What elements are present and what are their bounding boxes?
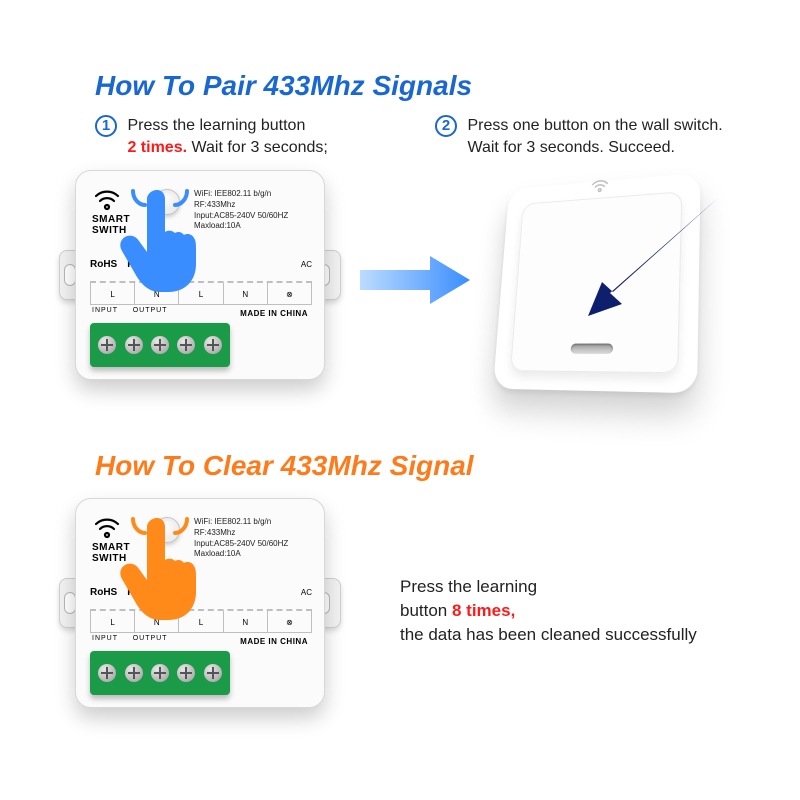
screw-3 bbox=[151, 664, 169, 682]
step-1-line1: Press the learning button bbox=[127, 117, 305, 134]
clear-line1: Press the learning bbox=[400, 577, 537, 596]
smart-switch-module-top: SMART SWITH WiFi: IEE802.11 b/g/n RF:433… bbox=[75, 170, 325, 380]
term-L-out: L bbox=[179, 611, 223, 632]
spec-load: Maxload:10A bbox=[194, 549, 288, 560]
io-input-label: INPUT OUTPUT bbox=[92, 307, 168, 314]
module-brand-l2: SWITH bbox=[92, 553, 127, 564]
term-N-in: N bbox=[135, 611, 179, 632]
module-brand-l1: SMART bbox=[92, 542, 130, 553]
learning-button[interactable] bbox=[154, 517, 180, 543]
term-lamp: ⊗ bbox=[268, 283, 311, 304]
fcc-icon: FC bbox=[127, 259, 140, 270]
screw-3 bbox=[151, 336, 169, 354]
module-brand: SMART SWITH bbox=[92, 543, 130, 564]
step-1-badge: 1 bbox=[95, 115, 117, 137]
rohs-icon: RoHS bbox=[90, 587, 117, 598]
ac-label: AC bbox=[301, 588, 312, 597]
step-1-rest: Wait for 3 seconds; bbox=[187, 139, 328, 156]
terminal-labels: L N L N ⊗ bbox=[90, 281, 312, 305]
io-input: INPUT bbox=[92, 635, 118, 642]
learning-button[interactable] bbox=[154, 189, 180, 215]
wall-switch bbox=[493, 173, 701, 394]
term-L-in: L bbox=[91, 611, 135, 632]
term-N-out: N bbox=[224, 611, 268, 632]
term-lamp: ⊗ bbox=[268, 611, 311, 632]
module-specs: WiFi: IEE802.11 b/g/n RF:433Mhz Input:AC… bbox=[194, 189, 288, 232]
screw-1 bbox=[98, 336, 116, 354]
arrow-icon bbox=[355, 250, 475, 310]
screw-5 bbox=[204, 336, 222, 354]
term-L-out: L bbox=[179, 283, 223, 304]
ce-icon: CE bbox=[151, 259, 165, 270]
module-certs: RoHS FC CE AC bbox=[90, 584, 312, 600]
module-brand-l1: SMART bbox=[92, 214, 130, 225]
clear-line2a: button bbox=[400, 601, 452, 620]
step-2-line1: Press one button on the wall switch. bbox=[467, 117, 722, 134]
ce-icon: CE bbox=[151, 587, 165, 598]
spec-wifi: WiFi: IEE802.11 b/g/n bbox=[194, 189, 288, 200]
wifi-icon bbox=[92, 187, 122, 211]
term-N-out: N bbox=[224, 283, 268, 304]
step-1-text: Press the learning button 2 times. Wait … bbox=[127, 115, 382, 158]
made-in-label: MADE IN CHINA bbox=[240, 309, 308, 318]
clear-instructions: Press the learning button 8 times, the d… bbox=[400, 575, 750, 646]
ac-label: AC bbox=[301, 260, 312, 269]
title-pair: How To Pair 433Mhz Signals bbox=[95, 70, 472, 102]
wifi-mini-icon bbox=[590, 179, 609, 193]
screw-4 bbox=[177, 336, 195, 354]
step-2-line2: Wait for 3 seconds. Succeed. bbox=[467, 139, 675, 156]
spec-wifi: WiFi: IEE802.11 b/g/n bbox=[194, 517, 288, 528]
screw-2 bbox=[125, 664, 143, 682]
step-1: 1 Press the learning button 2 times. Wai… bbox=[95, 115, 395, 158]
io-input: INPUT bbox=[92, 307, 118, 314]
spec-rf: RF:433Mhz bbox=[194, 528, 288, 539]
weee-icon bbox=[174, 256, 188, 272]
io-input-label: INPUT OUTPUT bbox=[92, 635, 168, 642]
screw-5 bbox=[204, 664, 222, 682]
step-2: 2 Press one button on the wall switch. W… bbox=[435, 115, 755, 158]
screw-terminals bbox=[90, 323, 230, 367]
screw-4 bbox=[177, 664, 195, 682]
module-specs: WiFi: IEE802.11 b/g/n RF:433Mhz Input:AC… bbox=[194, 517, 288, 560]
io-output: OUTPUT bbox=[133, 307, 168, 314]
step-2-badge: 2 bbox=[435, 115, 457, 137]
spec-input: Input:AC85-240V 50/60HZ bbox=[194, 211, 288, 222]
title-clear: How To Clear 433Mhz Signal bbox=[95, 450, 474, 482]
step-2-text: Press one button on the wall switch. Wai… bbox=[467, 115, 747, 158]
screw-2 bbox=[125, 336, 143, 354]
clear-line3: the data has been cleaned successfully bbox=[400, 625, 697, 644]
module-body: SMART SWITH WiFi: IEE802.11 b/g/n RF:433… bbox=[75, 498, 325, 708]
screw-1 bbox=[98, 664, 116, 682]
screw-terminals bbox=[90, 651, 230, 695]
term-N-in: N bbox=[135, 283, 179, 304]
fcc-icon: FC bbox=[127, 587, 140, 598]
io-output: OUTPUT bbox=[133, 635, 168, 642]
term-L-in: L bbox=[91, 283, 135, 304]
spec-input: Input:AC85-240V 50/60HZ bbox=[194, 539, 288, 550]
module-brand-l2: SWITH bbox=[92, 225, 127, 236]
made-in-label: MADE IN CHINA bbox=[240, 637, 308, 646]
clear-highlight: 8 times, bbox=[452, 601, 515, 620]
module-brand: SMART SWITH bbox=[92, 215, 130, 236]
smart-switch-module-bottom: SMART SWITH WiFi: IEE802.11 b/g/n RF:433… bbox=[75, 498, 325, 708]
module-certs: RoHS FC CE AC bbox=[90, 256, 312, 272]
wall-switch-button[interactable] bbox=[510, 191, 682, 373]
terminal-labels: L N L N ⊗ bbox=[90, 609, 312, 633]
spec-load: Maxload:10A bbox=[194, 221, 288, 232]
step-1-highlight: 2 times. bbox=[127, 139, 187, 156]
spec-rf: RF:433Mhz bbox=[194, 200, 288, 211]
wifi-icon bbox=[92, 515, 122, 539]
weee-icon bbox=[174, 584, 188, 600]
module-body: SMART SWITH WiFi: IEE802.11 b/g/n RF:433… bbox=[75, 170, 325, 380]
rohs-icon: RoHS bbox=[90, 259, 117, 270]
